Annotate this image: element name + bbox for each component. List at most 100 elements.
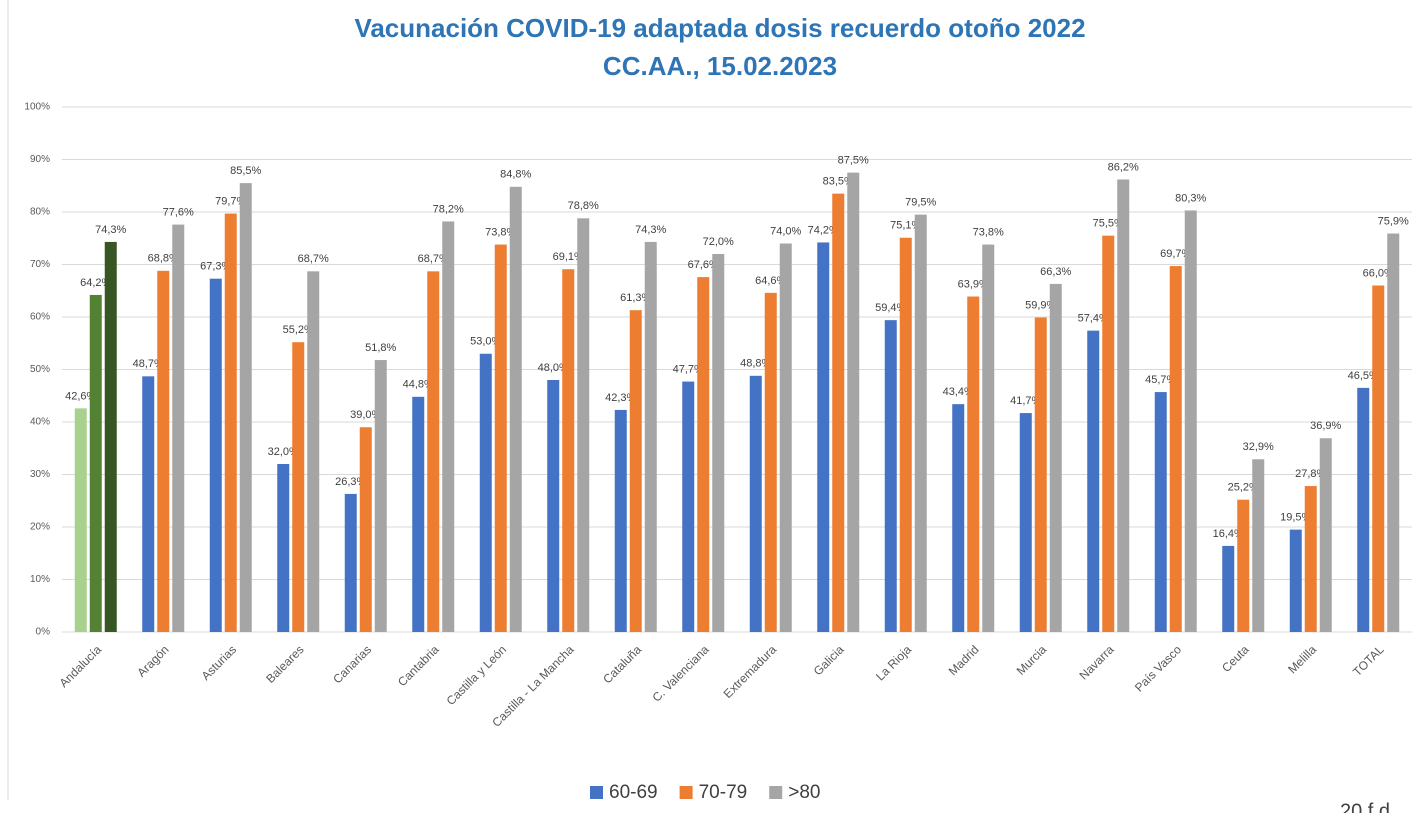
y-tick-label: 0% [36, 627, 51, 638]
bar [1019, 413, 1032, 632]
bar [629, 310, 642, 632]
bar [479, 353, 492, 632]
chart-subtitle: CC.AA., 15.02.2023 [603, 51, 837, 81]
bar [547, 380, 560, 632]
value-label: 68,7% [298, 253, 329, 265]
x-tick-label: Baleares [263, 642, 306, 685]
x-tick-label: Cantabria [395, 642, 442, 689]
bar [1102, 235, 1115, 632]
value-label: 42,6% [65, 390, 96, 402]
x-tick-label: Aragón [134, 642, 171, 679]
value-label: 78,2% [433, 203, 464, 215]
x-tick-label: Murcia [1014, 642, 1050, 678]
legend-label: 60-69 [609, 782, 658, 803]
x-tick-label: TOTAL [1350, 642, 1387, 679]
y-tick-label: 70% [30, 259, 50, 270]
value-label: 46,5% [1348, 370, 1379, 382]
bar [157, 270, 170, 632]
bar [172, 224, 185, 632]
bar [749, 375, 762, 632]
bar [712, 254, 725, 632]
bar [899, 237, 912, 632]
y-tick-label: 60% [30, 312, 50, 323]
bar [104, 241, 117, 633]
value-label: 42,3% [605, 392, 636, 404]
bar [344, 493, 357, 632]
bar [224, 213, 237, 632]
value-label: 77,6% [163, 207, 194, 219]
value-label: 75,5% [1093, 218, 1124, 230]
bar [952, 404, 965, 632]
y-tick-label: 80% [30, 207, 50, 218]
value-label: 72,0% [703, 236, 734, 248]
bar [412, 396, 425, 632]
bar [427, 271, 440, 632]
value-label: 32,0% [268, 446, 299, 458]
bar [1252, 459, 1265, 632]
value-label: 25,2% [1228, 482, 1259, 494]
value-label: 73,8% [485, 226, 516, 238]
x-tick-label: Ceuta [1219, 642, 1252, 675]
value-label: 83,5% [823, 176, 854, 188]
x-tick-label: Canarias [330, 642, 374, 686]
footer: 20 f.d [1340, 800, 1390, 813]
bar [442, 221, 455, 632]
value-label: 69,7% [1160, 248, 1191, 260]
value-label: 78,8% [568, 200, 599, 212]
bar [1357, 387, 1370, 632]
y-tick-label: 20% [30, 522, 50, 533]
value-label: 55,2% [283, 324, 314, 336]
value-label: 59,4% [875, 302, 906, 314]
bar [614, 409, 627, 632]
bar [764, 292, 777, 632]
bar [89, 294, 102, 632]
bar [697, 277, 710, 632]
value-label: 26,3% [335, 476, 366, 488]
bar [1304, 486, 1317, 632]
x-tick-label: Andalucía [56, 642, 104, 690]
value-label: 74,3% [635, 224, 666, 236]
value-label: 47,7% [673, 363, 704, 375]
bar [832, 193, 845, 632]
value-label: 32,9% [1243, 441, 1274, 453]
value-label: 74,3% [95, 224, 126, 236]
chart-title: Vacunación COVID-19 adaptada dosis recue… [354, 13, 1085, 43]
y-tick-label: 90% [30, 154, 50, 165]
value-label: 68,7% [418, 253, 449, 265]
value-label: 85,5% [230, 165, 261, 177]
x-tick-label: La Rioja [873, 642, 914, 683]
value-label: 74,2% [808, 224, 839, 236]
value-label: 59,9% [1025, 299, 1056, 311]
value-label: 57,4% [1078, 313, 1109, 325]
bar [374, 360, 387, 632]
bar [142, 376, 155, 632]
bar [562, 269, 575, 632]
bar [1034, 317, 1047, 632]
value-label: 75,1% [890, 220, 921, 232]
value-label: 64,6% [755, 275, 786, 287]
bar [277, 464, 290, 632]
y-tick-label: 10% [30, 574, 50, 585]
bar [884, 320, 897, 632]
y-tick-label: 40% [30, 417, 50, 428]
value-label: 61,3% [620, 292, 651, 304]
bar [1184, 210, 1197, 633]
value-label: 39,0% [350, 409, 381, 421]
bar [1169, 266, 1182, 632]
value-label: 64,2% [80, 277, 111, 289]
x-tick-label: Melilla [1285, 642, 1319, 676]
value-label: 84,8% [500, 169, 531, 181]
value-label: 41,7% [1010, 395, 1041, 407]
value-label: 79,7% [215, 195, 246, 207]
bar [817, 242, 830, 632]
bar [1049, 283, 1062, 632]
bar [1387, 233, 1400, 632]
bar [1117, 179, 1130, 632]
value-label: 48,7% [133, 358, 164, 370]
bar [74, 408, 87, 632]
bar [982, 244, 995, 633]
value-label: 19,5% [1280, 512, 1311, 524]
bar [1087, 330, 1100, 632]
value-label: 48,0% [538, 362, 569, 374]
value-label: 67,3% [200, 261, 231, 273]
